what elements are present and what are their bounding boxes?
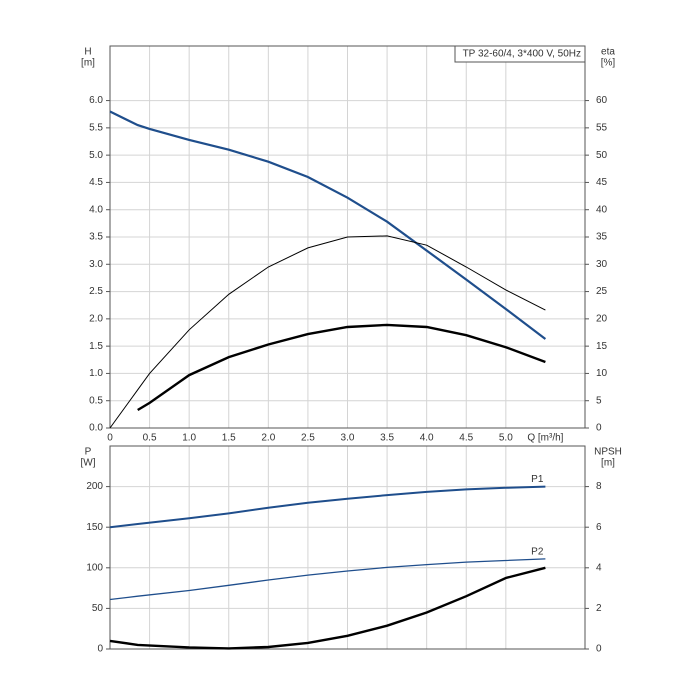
y-tick-label: 3.5 [89,232,103,243]
series-label: P2 [531,547,544,558]
y-tick-label: 200 [86,481,103,492]
y2-axis-label: [%] [601,58,616,69]
series-line [109,566,546,650]
x-tick-label: 4.0 [420,433,434,444]
x-tick-label: 3.0 [341,433,355,444]
x-tick-label: 0 [107,433,113,444]
y-tick-label: 100 [86,562,103,573]
y2-tick-label: 30 [596,259,608,270]
y-tick-label: 0.0 [89,423,103,434]
y2-tick-label: 5 [596,395,602,406]
y-tick-label: 0 [97,644,103,655]
x-tick-label: 3.5 [380,433,394,444]
y-axis-label: H [84,47,91,58]
series-line [109,235,546,429]
plot-frame [109,445,586,650]
x-tick-label: 5.0 [499,433,513,444]
y2-tick-label: 35 [596,232,608,243]
series-line [109,110,547,340]
y-tick-label: 2.0 [89,313,103,324]
y2-tick-label: 50 [596,150,608,161]
y2-tick-label: 20 [596,313,608,324]
title-box [454,45,586,63]
y-tick-label: 150 [86,522,103,533]
y-axis-label: [W] [81,458,96,469]
y-tick-label: 4.5 [89,177,103,188]
y-tick-label: 0.5 [89,395,103,406]
y2-tick-label: 10 [596,368,608,379]
plot-frame [109,45,586,429]
y-tick-label: 50 [92,603,104,614]
y-tick-label: 5.0 [89,150,103,161]
x-axis-label: Q [m³/h] [527,433,563,444]
series-line [137,323,546,412]
y-tick-label: 4.0 [89,204,103,215]
y-tick-label: 6.0 [89,95,103,106]
series-line [109,485,546,529]
y2-tick-label: 0 [596,644,602,655]
y2-tick-label: 40 [596,204,608,215]
y2-axis-label: [m] [601,458,615,469]
x-tick-label: 1.0 [182,433,196,444]
x-tick-label: 0.5 [143,433,157,444]
y-axis-label: P [85,447,92,458]
y2-tick-label: 8 [596,481,602,492]
y-tick-label: 5.5 [89,122,103,133]
y2-tick-label: 0 [596,423,602,434]
y-tick-label: 1.5 [89,341,103,352]
series-label: P1 [531,474,544,485]
y2-tick-label: 45 [596,177,608,188]
y-tick-label: 1.0 [89,368,103,379]
y2-tick-label: 2 [596,603,602,614]
y2-tick-label: 25 [596,286,608,297]
y2-axis-label: eta [601,47,615,58]
y2-tick-label: 15 [596,341,608,352]
chart-title: TP 32-60/4, 3*400 V, 50Hz [463,49,581,60]
y-tick-label: 2.5 [89,286,103,297]
y2-tick-label: 60 [596,95,608,106]
x-tick-label: 2.0 [261,433,275,444]
y-tick-label: 3.0 [89,259,103,270]
y2-tick-label: 6 [596,522,602,533]
x-tick-label: 4.5 [459,433,473,444]
x-tick-label: 1.5 [222,433,236,444]
y2-axis-label: NPSH [594,447,622,458]
y2-tick-label: 4 [596,562,602,573]
y-axis-label: [m] [81,58,95,69]
x-tick-label: 2.5 [301,433,315,444]
y2-tick-label: 55 [596,122,608,133]
series-line [109,558,546,601]
